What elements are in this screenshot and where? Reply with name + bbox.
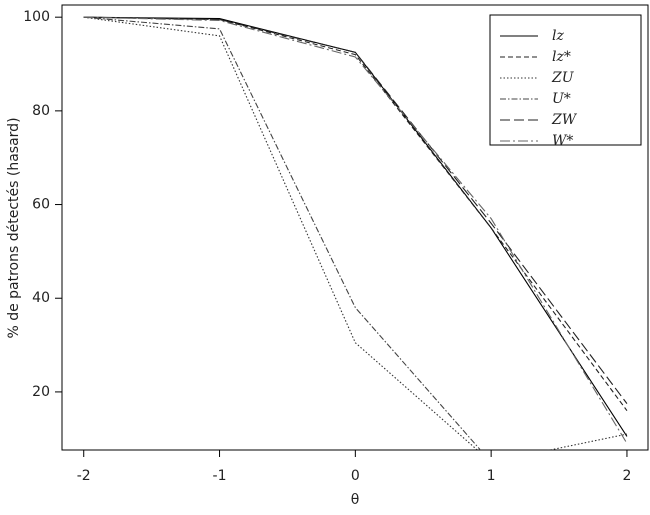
series-line [83,16,628,404]
legend-label: lz* [552,49,571,65]
y-tick-label: 100 [23,9,50,25]
x-axis-label: θ [351,492,360,508]
y-axis-label: % de patrons détectés (hasard) [6,117,22,338]
plot-lines [83,16,628,450]
legend-label: ZW [551,112,578,128]
y-tick-label: 20 [32,384,50,400]
legend-label: lz [552,28,564,44]
y-tick-label: 80 [32,103,50,119]
y-tick-label: 60 [32,197,50,213]
x-tick-label: 2 [622,468,631,484]
legend-label: ZU [551,70,575,86]
x-tick-label: -1 [213,468,227,484]
legend-label: W* [552,133,573,149]
series-line [83,16,628,444]
legend-label: U* [552,91,571,107]
series-line [83,16,482,450]
x-tick-label: 0 [351,468,360,484]
legend-box [489,14,642,146]
y-tick-label: 40 [32,290,50,306]
x-tick-label: 1 [487,468,496,484]
series-line [83,16,628,450]
x-tick-label: -2 [77,468,91,484]
